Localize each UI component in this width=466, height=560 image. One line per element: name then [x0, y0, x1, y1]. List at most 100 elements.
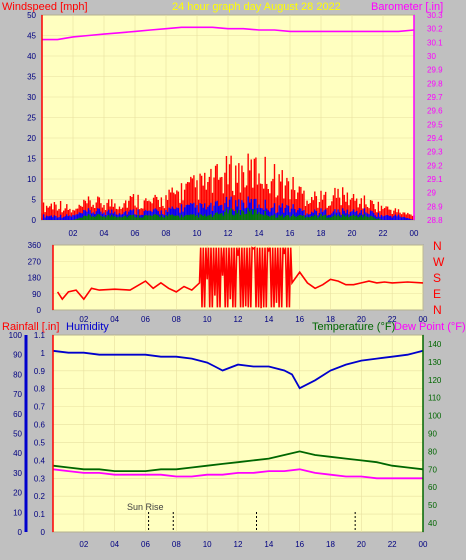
x-tick-label: 00 — [419, 540, 428, 549]
rainfall-y-tick-label: 0.3 — [34, 474, 46, 483]
x-tick-label: 18 — [326, 540, 335, 549]
x-tick-label: 16 — [295, 315, 304, 324]
x-tick-label: 22 — [379, 229, 388, 238]
series-dew-point — [52, 468, 423, 480]
x-tick-label: 08 — [172, 540, 181, 549]
temperature-y-tick-label: 100 — [428, 412, 442, 421]
humidity-y-tick-label: 10 — [13, 508, 22, 517]
x-tick-label: 20 — [348, 229, 357, 238]
wind-y-tick-label: 15 — [27, 155, 36, 164]
compass-label-north-top: N — [433, 239, 442, 253]
x-tick-label: 08 — [172, 315, 181, 324]
rainfall-y-tick-label: 0 — [41, 528, 46, 537]
x-tick-label: 12 — [224, 229, 233, 238]
rainfall-y-tick-label: 0.7 — [34, 403, 46, 412]
x-tick-label: 02 — [79, 315, 88, 324]
x-tick-label: 12 — [234, 315, 243, 324]
humidity-y-tick-label: 30 — [13, 469, 22, 478]
sunrise-label: Sun Rise — [127, 502, 164, 512]
series-humidity — [52, 349, 424, 390]
temperature-y-tick-label: 140 — [428, 340, 442, 349]
barometer-y-tick-label: 29.2 — [427, 161, 443, 170]
series-barometer — [42, 26, 415, 41]
series-wind-low — [73, 208, 383, 220]
temperature-axis-title: Temperature (°F) — [312, 321, 395, 333]
compass-label-north-bottom: N — [433, 303, 442, 317]
rainfall-y-tick-label: 0.8 — [34, 385, 46, 394]
series-temperature — [52, 450, 424, 472]
temperature-y-tick-label: 50 — [428, 501, 437, 510]
x-tick-label: 02 — [69, 229, 78, 238]
axes-layer: 02 04 06 08 10 12 14 16 18 20 22 000510152025303540… — [9, 11, 443, 549]
rainfall-y-tick-label: 0.1 — [34, 510, 46, 519]
x-tick-label: 06 — [131, 229, 140, 238]
direction-y-tick-label: 180 — [28, 274, 42, 283]
rainfall-y-tick-label: 0.5 — [34, 438, 46, 447]
wind-y-tick-label: 40 — [27, 52, 36, 61]
wind-y-tick-label: 0 — [32, 216, 37, 225]
humidity-y-tick-label: 70 — [13, 390, 22, 399]
x-tick-label: 14 — [255, 229, 264, 238]
x-tick-label: 02 — [79, 540, 88, 549]
temperature-y-tick-label: 110 — [428, 394, 441, 403]
barometer-y-tick-label: 30.2 — [427, 25, 443, 34]
direction-y-tick-label: 270 — [28, 257, 42, 266]
x-tick-label: 00 — [419, 315, 428, 324]
wind-y-tick-label: 45 — [27, 32, 36, 41]
humidity-y-tick-label: 90 — [13, 351, 22, 360]
rainfall-y-tick-label: 0.2 — [34, 492, 46, 501]
x-tick-label: 18 — [317, 229, 326, 238]
barometer-y-tick-label: 29.9 — [427, 66, 443, 75]
humidity-y-tick-label: 0 — [18, 528, 23, 537]
x-tick-label: 16 — [286, 229, 295, 238]
temperature-y-tick-label: 40 — [428, 519, 437, 528]
rainfall-y-tick-label: 1.1 — [34, 331, 46, 340]
x-tick-label: 00 — [410, 229, 419, 238]
barometer-y-tick-label: 29.3 — [427, 148, 443, 157]
x-tick-label: 10 — [193, 229, 202, 238]
rainfall-y-tick-label: 1 — [41, 349, 46, 358]
humidity-y-tick-label: 100 — [9, 331, 23, 340]
barometer-y-tick-label: 30.1 — [427, 38, 443, 47]
rainfall-y-tick-label: 0.9 — [34, 367, 46, 376]
rainfall-axis-title: Rainfall [.in] — [2, 321, 59, 333]
compass-label-west: W — [433, 255, 445, 269]
x-tick-label: 16 — [295, 540, 304, 549]
x-tick-label: 06 — [141, 540, 150, 549]
x-tick-label: 04 — [100, 229, 109, 238]
barometer-y-tick-label: 29.6 — [427, 107, 443, 116]
temperature-y-tick-label: 90 — [428, 430, 437, 439]
barometer-y-tick-label: 29.7 — [427, 93, 443, 102]
x-tick-label: 18 — [326, 315, 335, 324]
direction-y-tick-label: 0 — [37, 306, 42, 315]
series-wind-direction — [56, 246, 424, 309]
x-tick-label: 20 — [357, 315, 366, 324]
wind-y-tick-label: 25 — [27, 114, 36, 123]
rainfall-y-tick-label: 0.6 — [34, 421, 46, 430]
humidity-y-tick-label: 60 — [13, 410, 22, 419]
x-tick-label: 22 — [388, 315, 397, 324]
direction-y-tick-label: 90 — [32, 290, 41, 299]
x-tick-label: 20 — [357, 540, 366, 549]
temperature-y-tick-label: 80 — [428, 447, 437, 456]
barometer-y-tick-label: 29.5 — [427, 120, 443, 129]
barometer-y-tick-label: 29 — [427, 189, 436, 198]
x-tick-label: 08 — [162, 229, 171, 238]
rainfall-y-tick-label: 0.4 — [34, 456, 46, 465]
barometer-y-tick-label: 28.9 — [427, 202, 443, 211]
wind-y-tick-label: 5 — [32, 196, 37, 205]
temperature-y-tick-label: 70 — [428, 465, 437, 474]
barometer-y-tick-label: 29.8 — [427, 79, 443, 88]
compass-label-east: E — [433, 287, 441, 301]
x-tick-label: 22 — [388, 540, 397, 549]
humidity-axis-title: Humidity — [66, 321, 109, 333]
temperature-y-tick-label: 60 — [428, 483, 437, 492]
wind-y-tick-label: 50 — [27, 11, 36, 20]
graph-title: 24 hour graph day August 28 2022 — [172, 1, 341, 13]
humidity-y-tick-label: 40 — [13, 449, 22, 458]
barometer-y-tick-label: 30.3 — [427, 11, 443, 20]
humidity-y-tick-label: 50 — [13, 430, 22, 439]
barometer-y-tick-label: 29.4 — [427, 134, 443, 143]
direction-y-tick-label: 360 — [28, 241, 42, 250]
wind-y-tick-label: 10 — [27, 175, 36, 184]
